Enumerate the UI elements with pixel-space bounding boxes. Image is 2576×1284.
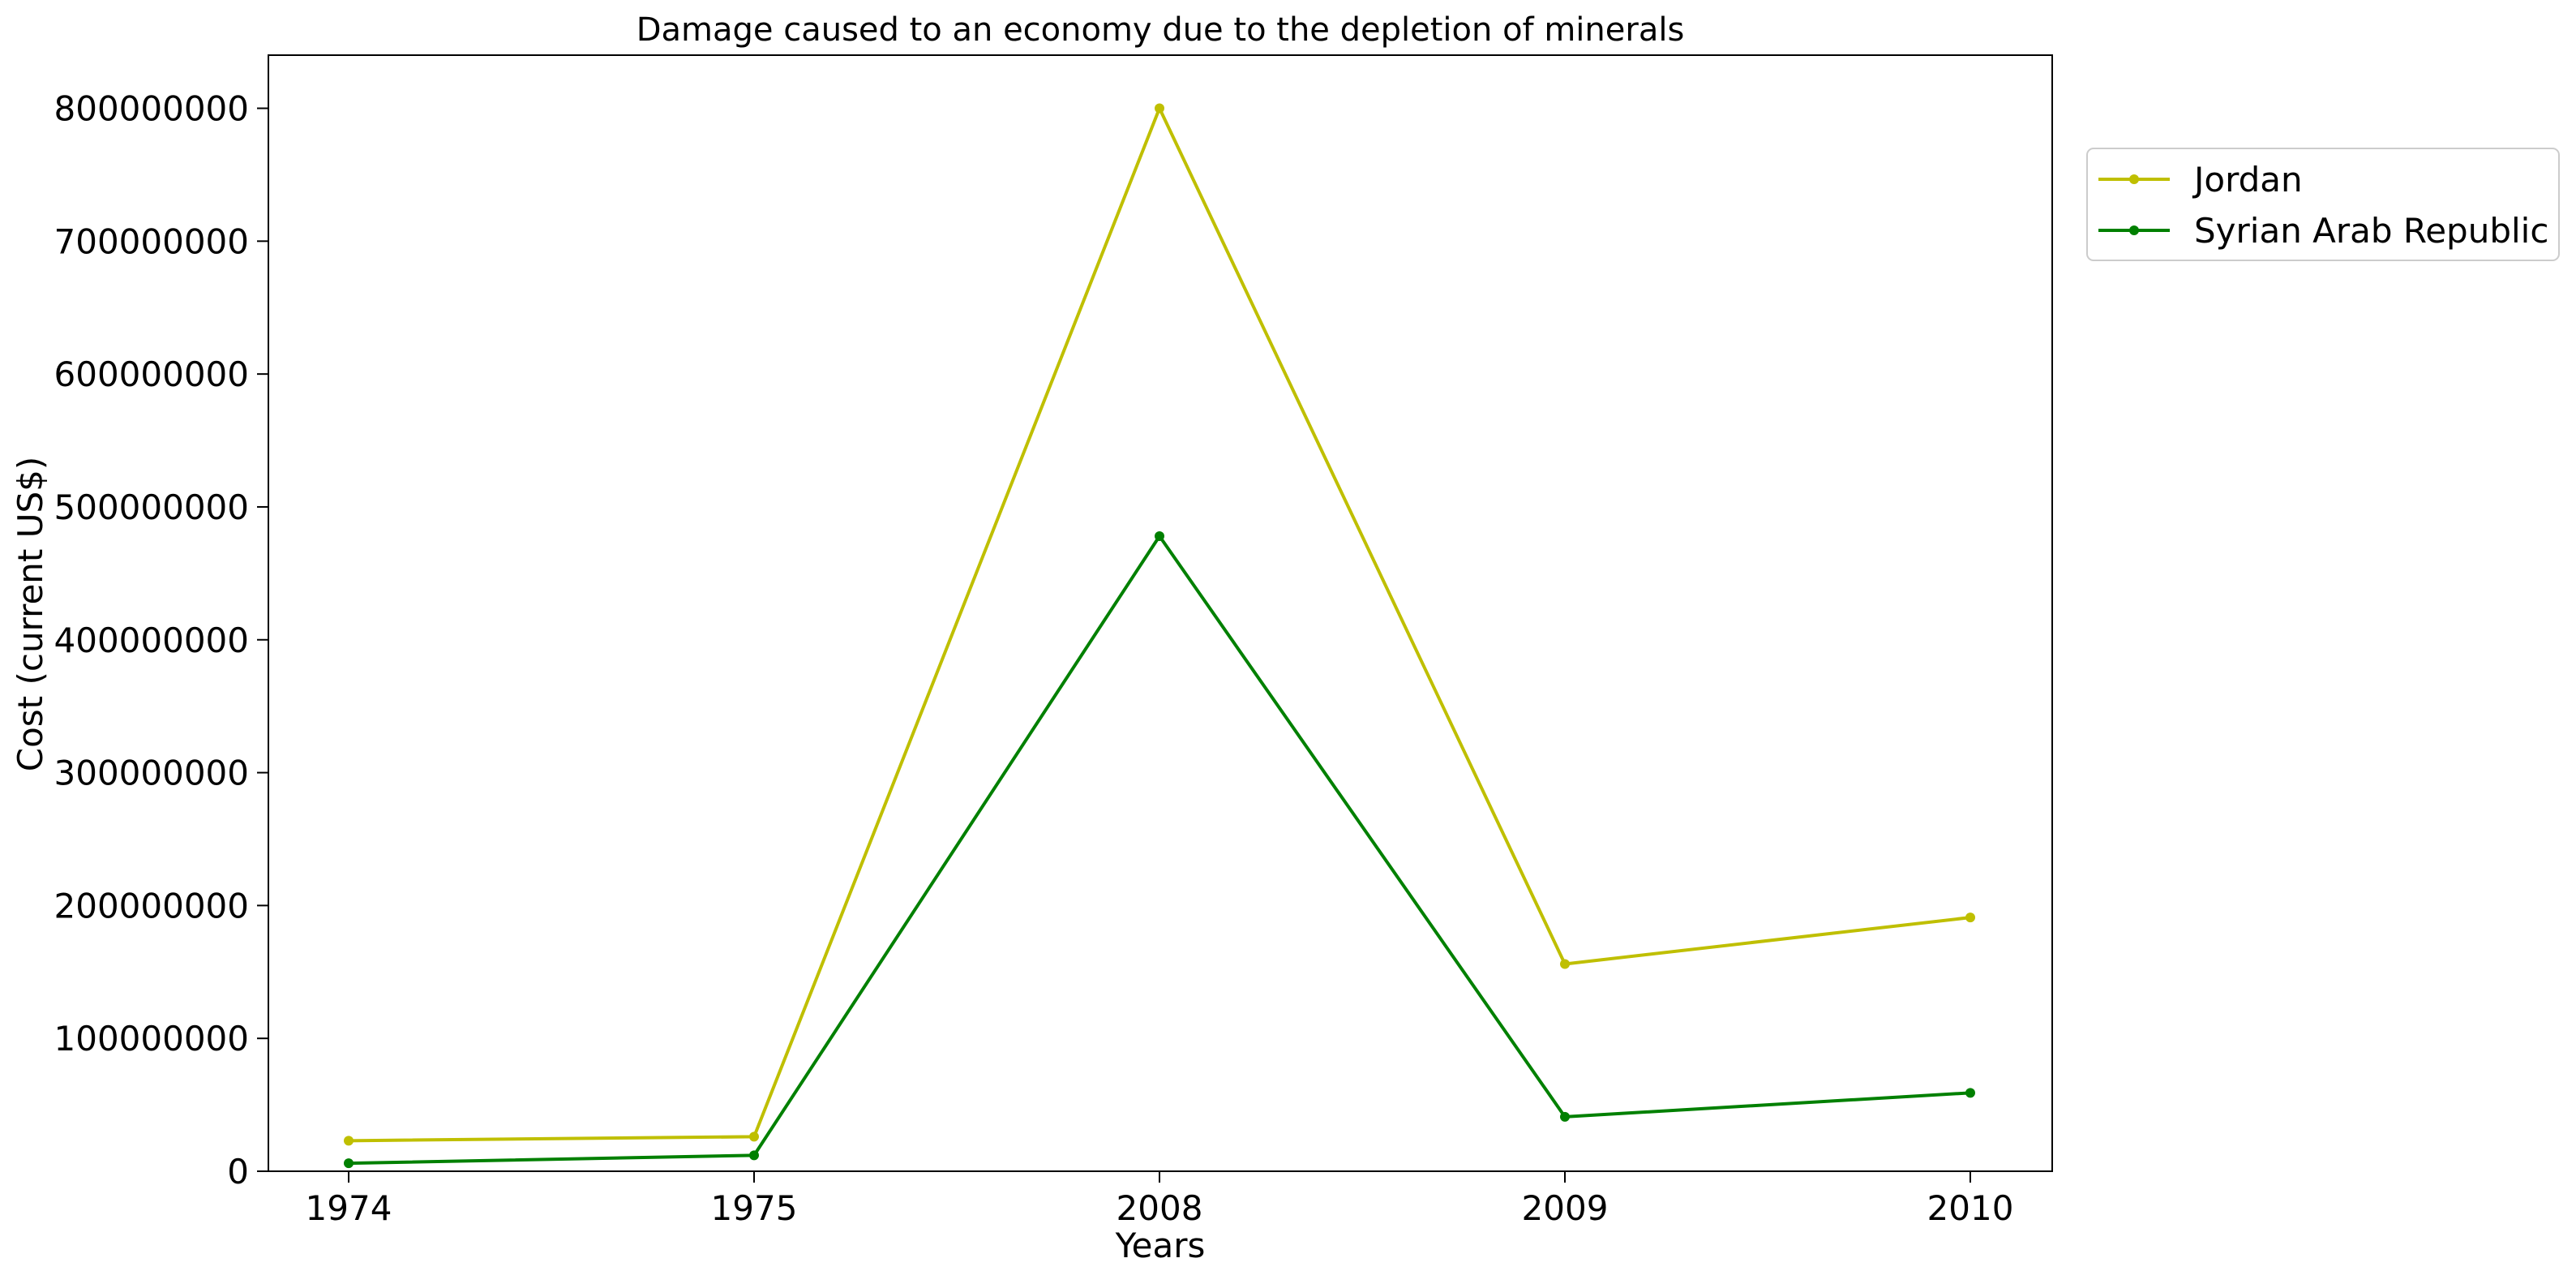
legend-box [2086,148,2560,261]
data-point-syrian-arab-republic [1155,530,1164,541]
data-point-jordan [1560,959,1570,969]
y-tick-label: 800000000 [54,89,250,129]
legend-marker [2129,225,2139,235]
plot-area [344,103,1975,1169]
x-axis-label: Years [1115,1226,1206,1265]
data-point-syrian-arab-republic [344,1158,354,1169]
data-point-syrian-arab-republic [749,1150,759,1161]
y-tick-label: 200000000 [54,886,250,925]
y-tick-label: 700000000 [54,221,250,261]
data-point-jordan [1965,913,1975,923]
x-tick-label: 2010 [1927,1188,2014,1228]
data-point-jordan [344,1136,354,1146]
x-tick-label: 2008 [1117,1188,1203,1228]
x-tick-label: 1974 [306,1188,392,1228]
y-tick-label: 600000000 [54,354,250,394]
axes: 0 100000000 200000000 300000000 400000000 500… [54,54,2053,1228]
y-tick-label: 400000000 [54,621,250,660]
y-tick-label: 300000000 [54,754,250,793]
y-tick-label: 100000000 [54,1019,250,1059]
x-tick-label: 2009 [1522,1188,1609,1228]
legend: Jordan Syrian Arab Republic [2086,148,2560,261]
chart-title: Damage caused to an economy due to the d… [636,11,1685,49]
data-point-syrian-arab-republic [1560,1111,1570,1122]
data-point-syrian-arab-republic [1965,1088,1975,1098]
y-axis-label: Cost (current US$) [11,457,50,771]
y-tick-label: 500000000 [54,487,250,527]
legend-label: Syrian Arab Republic [2194,211,2548,251]
legend-marker [2129,174,2139,184]
y-tick-label: 0 [227,1152,249,1192]
legend-label: Jordan [2192,160,2303,200]
x-tick-label: 1975 [711,1188,798,1228]
data-point-jordan [1155,103,1164,114]
data-point-jordan [749,1132,759,1142]
